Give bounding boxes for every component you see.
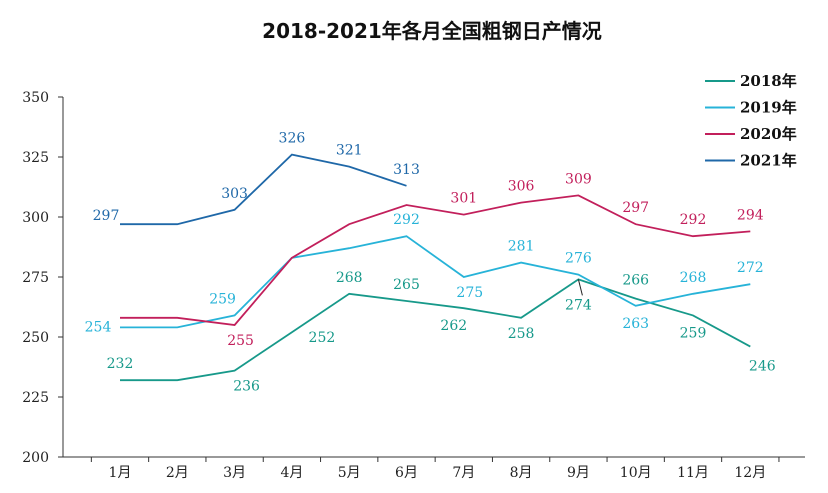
x-tick-label: 5月: [338, 465, 361, 481]
data-label: 272: [737, 260, 764, 276]
x-tick-label: 1月: [109, 465, 132, 481]
y-tick-label: 225: [22, 390, 49, 406]
data-label: 292: [393, 212, 420, 228]
data-label: 259: [209, 291, 236, 307]
legend: 2018年 2019年 2020年 2021年: [705, 72, 797, 170]
data-label: 297: [622, 200, 649, 216]
x-tick-label: 9月: [567, 465, 590, 481]
data-label: 297: [93, 208, 120, 224]
data-labels: 232 236 252 268 265 262 258 274 266 259 246 254 259 2…: [85, 131, 776, 395]
data-label: 301: [450, 191, 477, 207]
x-tick-label: 4月: [280, 465, 303, 481]
series-line-2019年: [120, 235, 751, 329]
data-label: 236: [233, 379, 260, 395]
x-tick-label: 7月: [452, 465, 475, 481]
legend-label: 2020年: [740, 125, 797, 143]
legend-label: 2019年: [740, 99, 797, 117]
y-tick-label: 325: [22, 150, 49, 166]
series-line-2020年: [120, 194, 751, 326]
y-tick-label: 300: [22, 210, 49, 226]
x-tick-label: 6月: [395, 465, 418, 481]
data-label: 276: [565, 251, 592, 267]
y-tick-label: 350: [22, 90, 49, 106]
x-tick-label: 8月: [510, 465, 533, 481]
data-label: 232: [107, 356, 134, 372]
data-label: 326: [279, 131, 306, 147]
data-label: 306: [508, 179, 535, 195]
label-leader-line: [577, 279, 583, 296]
chart-title: 2018-2021年各月全国粗钢日产情况: [262, 19, 602, 43]
series-lines: [120, 153, 751, 382]
data-label: 274: [565, 297, 592, 313]
y-tick-label: 250: [22, 330, 49, 346]
data-label: 292: [680, 212, 707, 228]
y-tick-label: 200: [22, 450, 49, 466]
data-label: 263: [622, 316, 649, 332]
data-label: 268: [680, 270, 707, 286]
data-label: 309: [565, 171, 592, 187]
y-tick-label: 275: [22, 270, 49, 286]
data-label: 321: [336, 143, 363, 159]
series-line-2021年: [120, 153, 407, 226]
data-label: 255: [227, 333, 254, 349]
x-tick-label: 10月: [620, 465, 652, 481]
data-label: 294: [737, 207, 764, 223]
data-label: 254: [85, 319, 112, 335]
data-label: 275: [456, 285, 483, 301]
data-label: 266: [622, 273, 649, 289]
series-line-2018年: [120, 278, 751, 382]
data-label: 246: [749, 359, 776, 375]
x-tick-label: 2月: [166, 465, 189, 481]
data-label: 258: [508, 326, 535, 342]
data-label: 313: [393, 162, 420, 178]
data-label: 259: [680, 325, 707, 341]
data-label: 262: [440, 318, 467, 334]
data-label: 303: [221, 186, 248, 202]
data-label: 268: [336, 270, 363, 286]
x-tick-label: 11月: [677, 465, 709, 481]
data-label: 281: [508, 239, 535, 255]
data-label: 252: [309, 330, 336, 346]
axes: 200 225 250 275 300 325 350 1月 2月 3月 4月 5月 6月 7月 8月 9月 1…: [22, 90, 805, 481]
x-tick-label: 3月: [223, 465, 246, 481]
legend-label: 2021年: [740, 152, 797, 170]
data-label: 265: [393, 277, 420, 293]
legend-label: 2018年: [740, 72, 797, 90]
x-tick-label: 12月: [734, 465, 766, 481]
